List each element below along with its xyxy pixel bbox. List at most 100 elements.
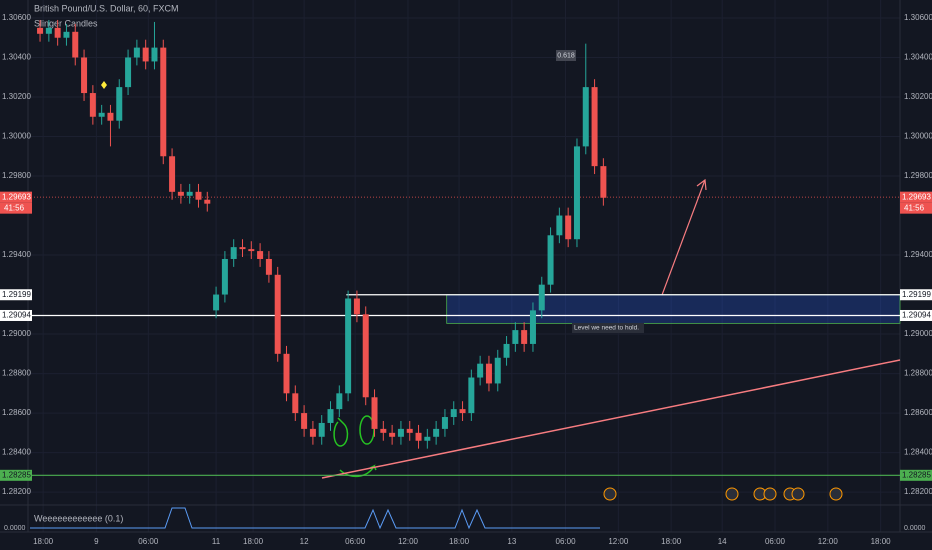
x-tick-label: 06:00 [765, 537, 786, 546]
y-tick-label: 1.29400 [2, 250, 31, 259]
indicator-line [30, 507, 600, 530]
y-tick-label: 1.29800 [2, 171, 31, 180]
chart-title: British Pound/U.S. Dollar, 60, FXCM [34, 3, 179, 13]
candle-body [327, 409, 334, 423]
x-tick-label: 12:00 [608, 537, 629, 546]
candle-body [151, 47, 158, 62]
event-icons [603, 487, 843, 501]
level-label-box [900, 289, 932, 301]
x-tick-label: 18:00 [871, 537, 892, 546]
countdown: 41:56 [904, 203, 925, 212]
countdown: 41:56 [4, 203, 25, 212]
annotation: 0.618 [557, 52, 575, 59]
candle-body [573, 146, 580, 240]
candle-body [213, 294, 220, 311]
level-label: 1.29693 [902, 192, 931, 201]
level-label: 1.29199 [902, 290, 931, 299]
annotation: Level we need to hold. [574, 325, 639, 332]
candle-body [160, 47, 167, 157]
candle-body [239, 247, 246, 250]
y-tick-label: 1.29000 [2, 329, 31, 338]
candle-body [406, 428, 413, 433]
candle-body [433, 428, 440, 437]
x-tick-label: 12:00 [818, 537, 839, 546]
y-tick-label: 1.28800 [904, 369, 932, 378]
level-label-box [0, 191, 32, 203]
candle-body [441, 417, 448, 429]
marker [101, 81, 107, 89]
candle-body [221, 258, 228, 295]
candle-body [538, 284, 545, 311]
x-tick-label: 18:00 [449, 537, 470, 546]
level-label: 1.28285 [2, 470, 31, 479]
level-label: 1.29094 [902, 311, 931, 320]
y-tick-label: 1.28400 [2, 448, 31, 457]
candle-body [45, 27, 52, 34]
candle-body [459, 409, 466, 414]
countdown-box [0, 202, 32, 214]
x-tick-label: 11 [212, 537, 221, 546]
x-tick-label: 12:00 [398, 537, 419, 546]
candle-body [107, 112, 114, 121]
y-tick-label: 1.30000 [2, 132, 31, 141]
y-tick-label: 1.28400 [904, 448, 932, 457]
candle-body [591, 87, 598, 167]
candle-body [274, 274, 281, 354]
candle-body [116, 87, 123, 121]
y-tick-label: 1.30600 [904, 13, 932, 22]
candle-body [230, 247, 237, 259]
y-tick-label: 1.30400 [904, 53, 932, 62]
candle-body [283, 353, 290, 394]
level-label-box [0, 469, 32, 481]
candle-body [521, 330, 528, 344]
candle-body [292, 393, 299, 414]
level-label: 1.29199 [2, 290, 31, 299]
candle-body [169, 156, 176, 192]
x-tick-label: 13 [507, 537, 516, 546]
y-tick-label: 1.29400 [904, 250, 932, 259]
candle-body [565, 215, 572, 240]
candle-body [582, 87, 589, 147]
annotation-box [572, 323, 644, 333]
level-label-box [0, 309, 32, 321]
candle-body [503, 343, 510, 358]
candle-body [195, 191, 202, 200]
y-tick-label: 1.28200 [904, 487, 932, 496]
arrow [661, 178, 707, 296]
x-tick-label: 06:00 [345, 537, 366, 546]
x-tick-label: 06:00 [556, 537, 577, 546]
candle-body [318, 422, 325, 437]
candle-body [380, 428, 387, 433]
candle-body [72, 31, 79, 58]
y-tick-label: 1.30400 [2, 53, 31, 62]
candle-body [362, 314, 369, 398]
candle-body [389, 432, 396, 437]
candle-body [353, 298, 360, 315]
zone [446, 294, 901, 324]
x-tick-label: 12 [300, 537, 309, 546]
level-label-box [900, 191, 932, 203]
annotation-box [556, 50, 576, 61]
candle-body [81, 57, 88, 94]
candle-body [204, 199, 211, 204]
countdown-box [900, 202, 932, 214]
candle-body [468, 377, 475, 414]
candle-body [450, 409, 457, 418]
candle-body [98, 112, 105, 117]
candle-body [485, 363, 492, 384]
candle-body [371, 397, 378, 429]
candle-body [397, 428, 404, 437]
x-tick-label: 18:00 [33, 537, 54, 546]
level-label-box [0, 289, 32, 301]
y-tick-label: 1.30200 [2, 92, 31, 101]
y-tick-label: 1.30000 [904, 132, 932, 141]
x-tick-label: 18:00 [243, 537, 264, 546]
candle-body [186, 191, 193, 196]
y-tick-label: 1.29800 [904, 171, 932, 180]
y-tick-label: 1.30200 [904, 92, 932, 101]
y-tick-label: 1.28600 [904, 408, 932, 417]
candle-body [529, 310, 536, 344]
level-label-box [900, 309, 932, 321]
candle-body [345, 298, 352, 394]
